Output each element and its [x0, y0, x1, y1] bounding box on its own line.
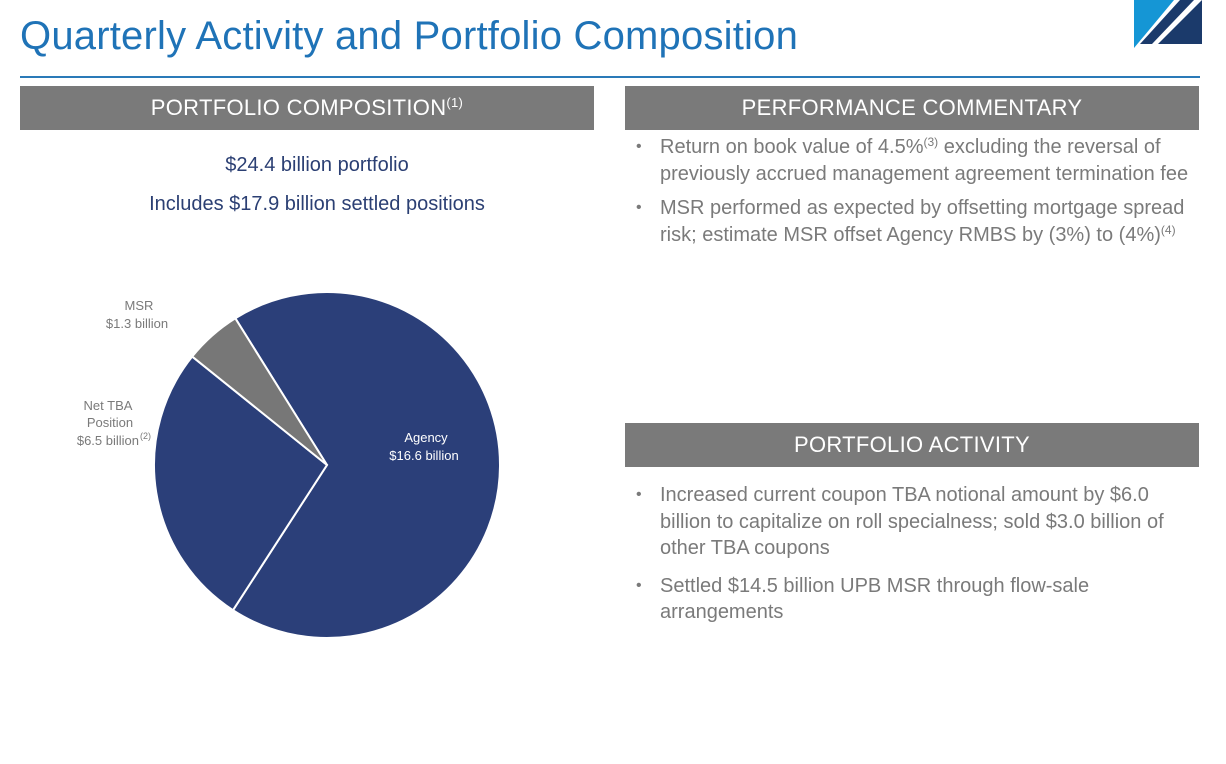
pie-slice-msr [190, 316, 328, 466]
portfolio-header-label: PORTFOLIO COMPOSITION [150, 95, 447, 120]
slice-label-tba-value: $6.5 billion [77, 433, 139, 448]
bullet-icon: • [636, 576, 642, 594]
portfolio-activity-header: PORTFOLIO ACTIVITY [625, 423, 1199, 467]
performance-commentary-header: PERFORMANCE COMMENTARY [625, 86, 1199, 130]
pie-slices [153, 291, 502, 639]
activity-item: • Settled $14.5 billion UPB MSR through f… [636, 573, 1202, 626]
activity-header-label: PORTFOLIO ACTIVITY [793, 432, 1031, 457]
title-divider [20, 76, 1200, 78]
activity-list: • Increased current coupon TBA notional a… [636, 482, 1202, 637]
slice-label-agency-name: Agency [404, 430, 448, 445]
performance-item-footnote: (4) [1160, 222, 1176, 237]
logo-light-shape [1134, 0, 1174, 48]
portfolio-total: $24.4 billion portfolio [225, 154, 409, 176]
bullet-icon: • [636, 199, 642, 216]
performance-item-text-cont: excluding the reversal of previously acc… [660, 136, 1189, 185]
pie-slice-net-tba-position [153, 355, 329, 612]
settled-positions: Includes $17.9 billion settled positions [149, 193, 485, 215]
portfolio-pie-chart: Agency $16.6 billion MSR $1.3 billion Ne… [77, 291, 502, 639]
slice-label-tba-name-2: Position [87, 415, 133, 430]
logo-dark-shape [1158, 0, 1202, 44]
performance-item: • MSR performed as expected by offsetting… [636, 195, 1202, 248]
activity-item: • Increased current coupon TBA notional a… [636, 482, 1202, 562]
pie-slice-agency [231, 291, 502, 639]
performance-item-text: Return on book value of 4.5% [660, 136, 924, 158]
slice-label-agency-value: $16.6 billion [389, 448, 458, 463]
performance-item: • Return on book value of 4.5%(3) excludi… [636, 134, 1202, 187]
slice-label-tba-footnote: (2) [140, 431, 151, 441]
bullet-icon: • [636, 486, 642, 503]
bullet-icon: • [636, 138, 642, 155]
performance-list: • Return on book value of 4.5%(3) excludi… [636, 134, 1202, 256]
portfolio-composition-header: PORTFOLIO COMPOSITION (1) [20, 86, 594, 130]
slice-label-tba-name-1: Net TBA [84, 398, 133, 413]
activity-item-text: Settled $14.5 billion UPB MSR through fl… [660, 574, 1090, 624]
performance-item-text: MSR performed as expected by offsetting … [660, 197, 1185, 246]
performance-item-footnote: (3) [923, 135, 939, 149]
slice-label-msr-name: MSR [125, 298, 154, 313]
company-logo [1134, 0, 1202, 48]
logo-mid-shape [1140, 0, 1194, 44]
slice-label-tba-amount: $6.5 billion [77, 433, 139, 448]
performance-header-label: PERFORMANCE COMMENTARY [741, 95, 1083, 120]
page-title: Quarterly Activity and Portfolio Composi… [20, 14, 799, 58]
slice-label-msr-value: $1.3 billion [106, 316, 168, 331]
activity-item-text: Increased current coupon TBA notional am… [660, 484, 1164, 559]
portfolio-header-footnote: (1) [446, 94, 464, 110]
